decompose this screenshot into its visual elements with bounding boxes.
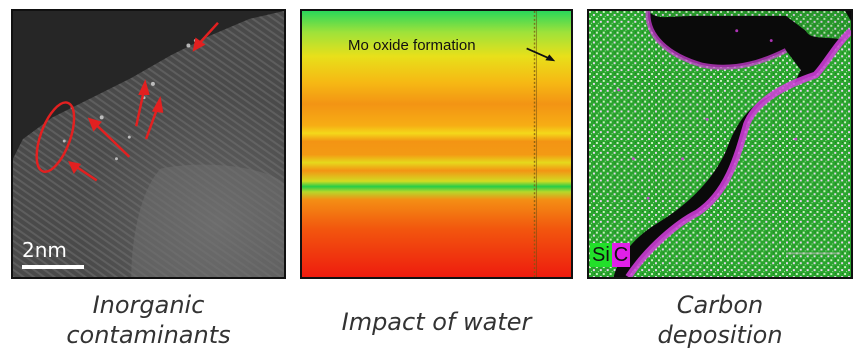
- scale-bar: [22, 265, 84, 269]
- carbon-map-panel: Si C: [587, 9, 853, 279]
- color-band-map: [302, 11, 571, 277]
- scale-bar-label: 2nm: [22, 238, 67, 262]
- legend-c: C: [611, 243, 631, 267]
- caption-carbon-deposition: Carbon deposition: [587, 290, 853, 350]
- element-legend: Si C: [590, 243, 631, 267]
- caption-line: Carbon: [676, 291, 764, 319]
- caption-impact-of-water: Impact of water: [341, 308, 532, 336]
- caption-line: deposition: [657, 321, 783, 349]
- caption-inorganic-contaminants: Inorganic contaminants: [11, 290, 286, 350]
- eds-element-map: [589, 11, 851, 277]
- stem-micrograph: [13, 11, 284, 277]
- caption-line: Inorganic: [92, 291, 205, 319]
- stem-image-panel: 2nm: [11, 9, 286, 279]
- caption-line: contaminants: [66, 321, 231, 349]
- red-arrow-markers: [35, 21, 219, 182]
- legend-si: Si: [590, 243, 612, 267]
- water-impact-panel: Mo oxide formation: [300, 9, 573, 279]
- mo-oxide-annotation: Mo oxide formation: [348, 37, 476, 54]
- annotation-arrow: [526, 47, 552, 61]
